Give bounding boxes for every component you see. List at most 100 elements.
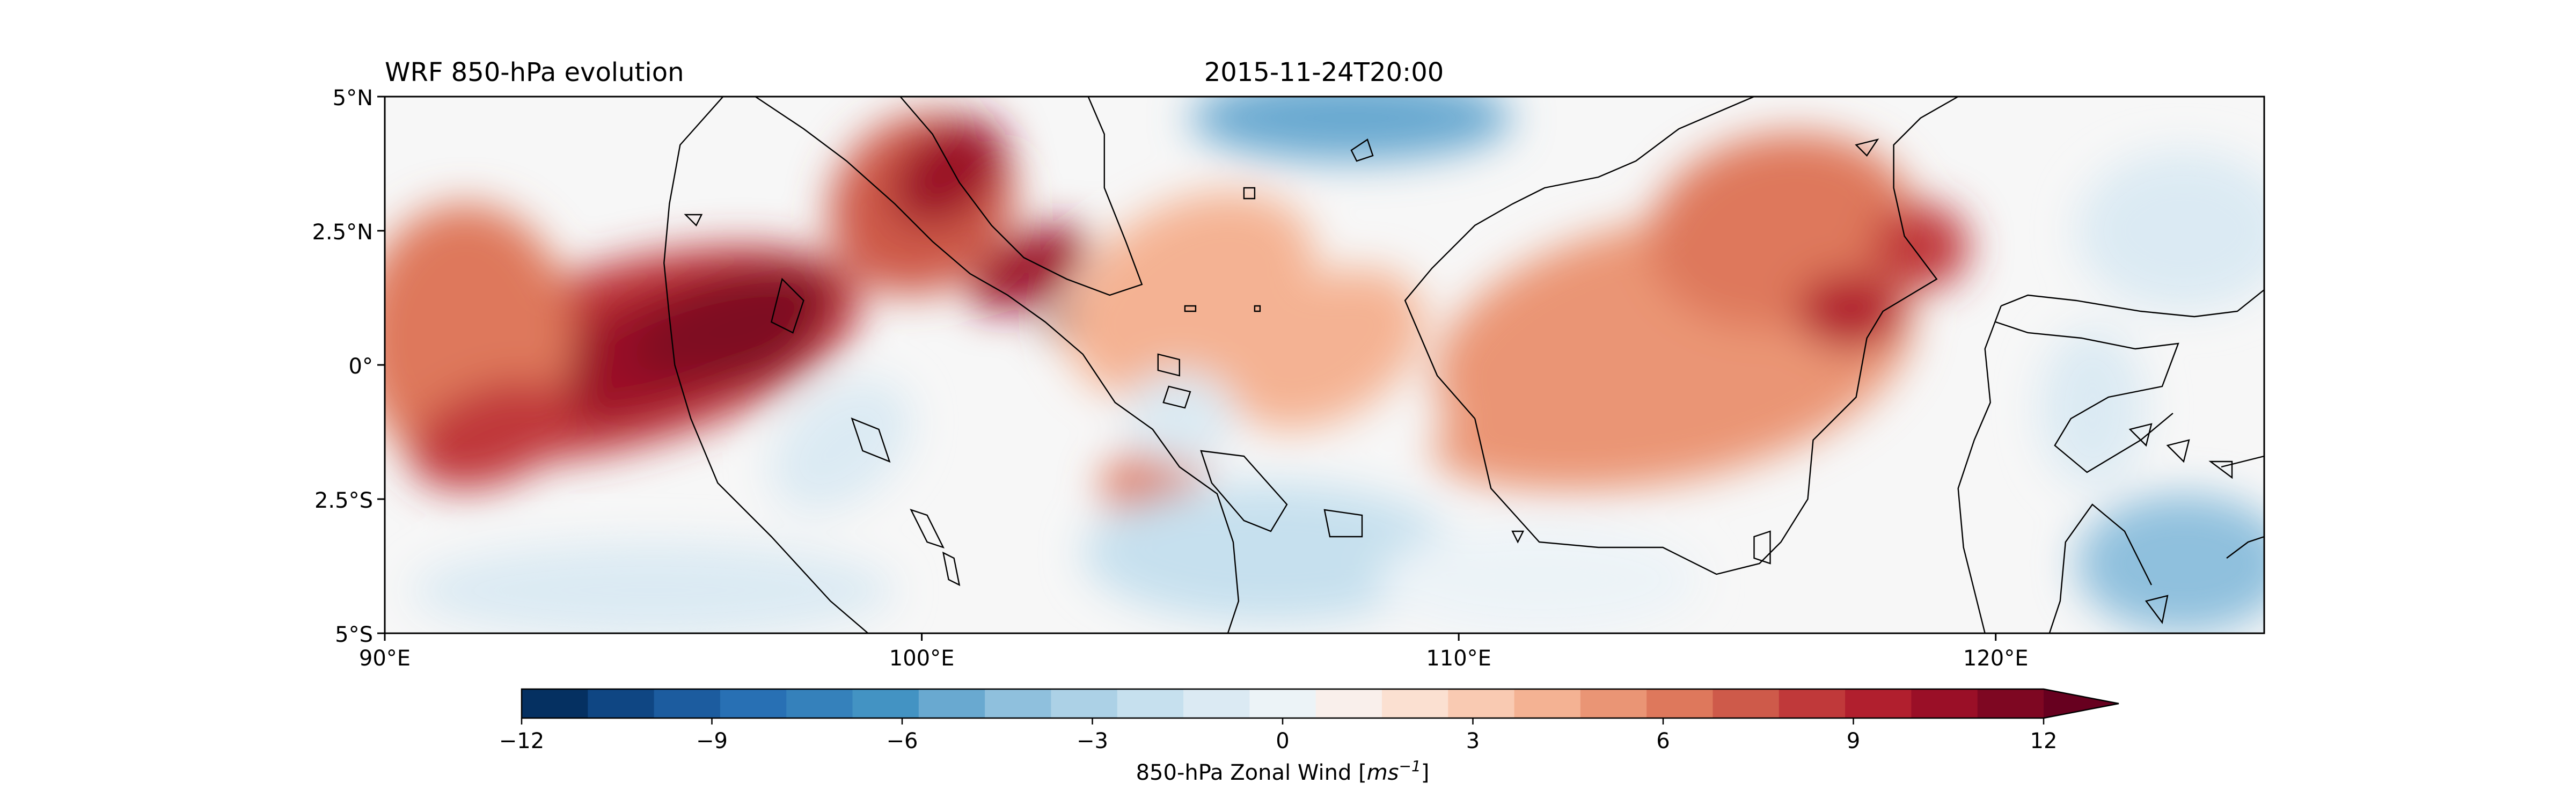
colorbar-cell <box>588 689 655 718</box>
colorbar-tick-label: −6 <box>887 729 918 753</box>
colorbar-cell <box>1845 689 1912 718</box>
colorbar-label: 850-hPa Zonal Wind [ms−1] <box>1136 757 1430 785</box>
lon-tick-label: 90°E <box>359 646 411 671</box>
lon-tick-label: 120°E <box>1963 646 2029 671</box>
island-outline <box>1200 450 1288 532</box>
wind-region <box>1378 526 1701 633</box>
colorbar-tick-label: 12 <box>2030 729 2058 753</box>
wind-region <box>2076 150 2264 311</box>
island-outline <box>1162 385 1191 409</box>
coastline <box>663 97 869 633</box>
lat-tick-label: 2.5°N <box>312 220 373 245</box>
wind-region <box>700 303 821 384</box>
coastline <box>1474 97 1959 575</box>
colorbar: −12 −9 −6 −3 0 3 6 9 12 850-hPa Zonal Wind [ms−1… <box>499 688 2119 785</box>
colorbar-cell <box>1580 689 1647 718</box>
coastline <box>1404 97 1754 419</box>
colorbar-cell <box>1911 689 1978 718</box>
coastline <box>2221 455 2264 468</box>
colorbar-tick-label: −12 <box>499 729 544 753</box>
colorbar-cell <box>1315 689 1382 718</box>
coastline <box>2048 503 2152 633</box>
wind-region <box>409 380 575 489</box>
coastline <box>1957 305 2002 633</box>
colorbar-cell <box>720 689 787 718</box>
island-outline <box>1855 138 1879 157</box>
colorbar-cell <box>1514 689 1581 718</box>
colorbar-extend-arrow <box>2044 689 2119 718</box>
island-outline <box>771 277 804 334</box>
coastlines <box>663 97 2264 633</box>
island-outline <box>2145 595 2169 624</box>
island-outline <box>2128 423 2153 447</box>
figure-title: WRF 850-hPa evolution <box>385 57 684 87</box>
island-outline <box>2208 460 2233 479</box>
colorbar-tick-label: 6 <box>1656 729 1670 753</box>
colorbar-cell <box>1249 689 1316 718</box>
colorbar-cell <box>1051 689 1118 718</box>
colorbar-cell <box>1381 689 1448 718</box>
coastline <box>899 97 1143 296</box>
colorbar-outline <box>521 688 2119 719</box>
colorbar-tick-label: −9 <box>696 729 728 753</box>
lat-tick-label: 0° <box>349 354 373 379</box>
island-outline <box>942 551 961 587</box>
wind-region <box>1190 97 1513 161</box>
colorbar-tick-label: −3 <box>1077 729 1108 753</box>
island-outline <box>1350 138 1374 162</box>
colorbar-cell <box>1646 689 1714 718</box>
timestamp-title: 2015-11-24T20:00 <box>1204 57 1444 87</box>
island-outline <box>1243 187 1256 200</box>
island-outline <box>1254 305 1261 312</box>
colorbar-cell <box>985 689 1052 718</box>
latitude-axis: 5°N 2.5°N 0° 2.5°S 5°S <box>312 86 385 647</box>
colorbar-label-close: ] <box>1421 760 1430 785</box>
longitude-axis: 90°E 100°E 110°E 120°E <box>359 633 2029 671</box>
island-outline <box>1511 530 1525 544</box>
colorbar-label-exponent: −1 <box>1399 757 1421 775</box>
colorbar-cell <box>786 689 853 718</box>
island-outline <box>684 214 703 227</box>
lat-tick-label: 5°N <box>333 86 373 111</box>
colorbar-cell <box>1183 689 1250 718</box>
colorbar-label-unit: ms <box>1367 760 1399 785</box>
island-outline <box>2166 439 2190 463</box>
colorbar-cell <box>1779 689 1846 718</box>
wind-region <box>2076 494 2264 633</box>
island-outline <box>851 417 891 463</box>
colorbar-label-text: 850-hPa Zonal Wind [ <box>1136 760 1367 785</box>
wind-field <box>385 97 2264 633</box>
colorbar-ticks: −12 −9 −6 −3 0 3 6 9 12 <box>499 718 2058 753</box>
coastline <box>2226 536 2264 559</box>
wind-region <box>770 379 912 512</box>
wind-region <box>1797 274 1905 349</box>
colorbar-cell <box>852 689 919 718</box>
colorbar-tick-label: 3 <box>1466 729 1480 753</box>
colorbar-cells <box>522 689 2044 718</box>
lat-tick-label: 5°S <box>335 623 373 647</box>
wind-region <box>412 542 895 633</box>
island-outline <box>1323 509 1363 538</box>
wind-region <box>1082 483 1459 623</box>
coastline <box>755 97 1240 633</box>
island-outline <box>1753 530 1771 565</box>
coastline <box>2001 274 2264 318</box>
wind-region <box>1125 370 1233 467</box>
wind-region <box>1225 268 1424 430</box>
lat-tick-label: 2.5°S <box>314 488 373 513</box>
colorbar-cell <box>918 689 985 718</box>
wind-region <box>1432 378 1807 491</box>
colorbar-cell <box>1448 689 1515 718</box>
colorbar-tick-label: 0 <box>1276 729 1289 753</box>
wind-region <box>971 225 1087 311</box>
lon-tick-label: 100°E <box>889 646 955 671</box>
colorbar-cell <box>522 689 588 718</box>
colorbar-cell <box>1713 689 1780 718</box>
island-outline <box>1157 353 1180 377</box>
island-outline <box>1184 305 1197 312</box>
wind-region <box>892 119 1005 225</box>
coastline <box>1995 321 2179 473</box>
wind-region <box>2038 327 2146 488</box>
colorbar-cell <box>654 689 721 718</box>
